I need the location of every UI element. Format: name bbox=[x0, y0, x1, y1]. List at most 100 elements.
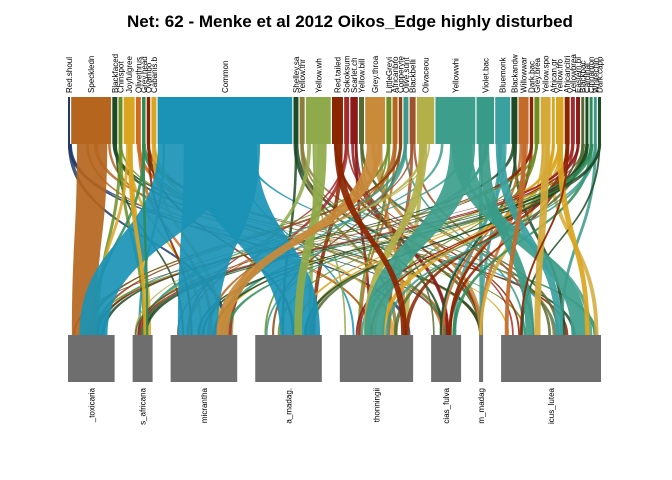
interaction-band bbox=[127, 144, 147, 335]
lower-level-label: a_madag. bbox=[285, 388, 294, 424]
interaction-link bbox=[360, 144, 552, 335]
interaction-link bbox=[91, 144, 146, 335]
higher-level-bars bbox=[68, 97, 601, 144]
higher-level-label: Blackbelli bbox=[409, 59, 418, 93]
higher-level-label: LittleGreyi bbox=[385, 57, 394, 93]
lower-level-bar bbox=[132, 335, 153, 382]
interaction-band bbox=[478, 144, 535, 335]
higher-level-bar bbox=[409, 97, 416, 144]
higher-level-label: Sokoksum bbox=[343, 55, 352, 93]
interaction-link bbox=[360, 144, 597, 335]
higher-level-label: Shelley.sa bbox=[292, 56, 301, 93]
higher-level-label: Chinspot bbox=[116, 61, 125, 93]
higher-level-bar bbox=[598, 97, 601, 144]
interaction-link bbox=[197, 144, 601, 335]
higher-level-bar bbox=[392, 97, 398, 144]
higher-level-label: Blackbac bbox=[579, 61, 588, 93]
interaction-band bbox=[71, 144, 108, 335]
interaction-link bbox=[355, 144, 371, 335]
higher-level-bar bbox=[403, 97, 409, 144]
interaction-link bbox=[141, 144, 593, 335]
interaction-band bbox=[557, 144, 590, 335]
higher-level-label: Yellow.wh bbox=[314, 58, 323, 93]
higher-level-bar bbox=[118, 97, 123, 144]
interaction-link bbox=[312, 144, 347, 335]
lower-level-bar bbox=[255, 335, 322, 382]
interaction-band bbox=[495, 144, 563, 335]
higher-level-label: Speckledn bbox=[87, 56, 96, 93]
higher-level-label: Common bbox=[221, 61, 230, 93]
higher-level-label: Olive.sunt bbox=[402, 57, 411, 93]
higher-level-label: Cabanis.b bbox=[150, 56, 159, 93]
interaction-band bbox=[79, 144, 235, 335]
higher-level-bar bbox=[576, 97, 581, 144]
lower-level-label: cias_fulva bbox=[442, 387, 451, 423]
interaction-link bbox=[141, 144, 575, 335]
interaction-link bbox=[382, 144, 564, 335]
higher-level-label: Joyfulgree bbox=[125, 56, 134, 93]
interaction-band bbox=[142, 144, 149, 335]
interaction-link bbox=[213, 144, 589, 335]
interaction-link bbox=[358, 144, 575, 335]
interaction-band bbox=[504, 144, 527, 335]
interaction-link bbox=[216, 144, 561, 335]
higher-level-bar bbox=[476, 97, 495, 144]
higher-level-label: Yellowwhi bbox=[451, 58, 460, 93]
higher-level-label: Whitechin bbox=[591, 58, 600, 93]
interaction-link bbox=[139, 144, 574, 335]
higher-level-bar bbox=[555, 97, 564, 144]
higher-level-label: Scarlet.ch bbox=[350, 57, 359, 93]
higher-level-label: Violet.bac bbox=[481, 58, 490, 93]
higher-level-bar bbox=[359, 97, 365, 144]
interaction-link bbox=[404, 144, 570, 335]
interaction-link bbox=[441, 144, 522, 335]
interaction-links bbox=[68, 144, 602, 335]
lower-level-label: micrantha bbox=[200, 387, 209, 423]
interaction-link bbox=[300, 144, 398, 335]
higher-level-bar bbox=[112, 97, 118, 144]
higher-level-label: Dark.bac bbox=[527, 61, 536, 93]
higher-level-label: Dark.capp bbox=[596, 56, 605, 93]
lower-level-label: icus_lutea bbox=[547, 387, 556, 424]
higher-level-bar bbox=[331, 97, 343, 144]
higher-level-bar bbox=[593, 97, 597, 144]
interaction-link bbox=[137, 144, 214, 335]
interaction-band bbox=[334, 144, 408, 335]
higher-level-bar bbox=[564, 97, 570, 144]
higher-level-bar bbox=[151, 97, 157, 144]
interaction-link bbox=[112, 144, 576, 335]
higher-level-bar bbox=[365, 97, 386, 144]
lower-level-label: _toxicaria bbox=[87, 387, 96, 423]
higher-level-bar bbox=[142, 97, 146, 144]
interaction-link bbox=[366, 144, 538, 335]
higher-level-label: Olivaceou bbox=[422, 57, 431, 93]
interaction-link bbox=[91, 144, 539, 335]
higher-level-bar bbox=[585, 97, 589, 144]
higher-level-bar bbox=[511, 97, 518, 144]
interaction-link bbox=[137, 144, 533, 335]
interaction-link bbox=[347, 144, 514, 335]
higher-level-bar bbox=[581, 97, 585, 144]
higher-level-bar bbox=[534, 97, 540, 144]
lower-level-bar bbox=[68, 335, 115, 382]
interaction-band bbox=[364, 144, 476, 335]
higher-level-label: Grey.head bbox=[140, 56, 149, 93]
higher-level-label: African.gr bbox=[549, 58, 558, 93]
interaction-link bbox=[93, 144, 129, 335]
interaction-band bbox=[451, 144, 588, 335]
higher-level-bar bbox=[551, 97, 555, 144]
interaction-band bbox=[534, 144, 550, 335]
interaction-link bbox=[272, 144, 402, 335]
higher-level-label: Yellow.spo bbox=[542, 55, 551, 93]
higher-level-label: Olivethrus bbox=[134, 57, 143, 93]
higher-level-bar bbox=[293, 97, 299, 144]
higher-level-bar bbox=[71, 97, 112, 144]
interaction-link bbox=[559, 144, 597, 335]
higher-level-bar bbox=[157, 97, 293, 144]
higher-level-label: Cinnamon bbox=[587, 57, 596, 93]
interaction-band bbox=[216, 144, 382, 335]
higher-level-bar bbox=[344, 97, 350, 144]
higher-level-bar bbox=[68, 97, 70, 144]
lower-level-label: s_africana bbox=[139, 387, 148, 424]
